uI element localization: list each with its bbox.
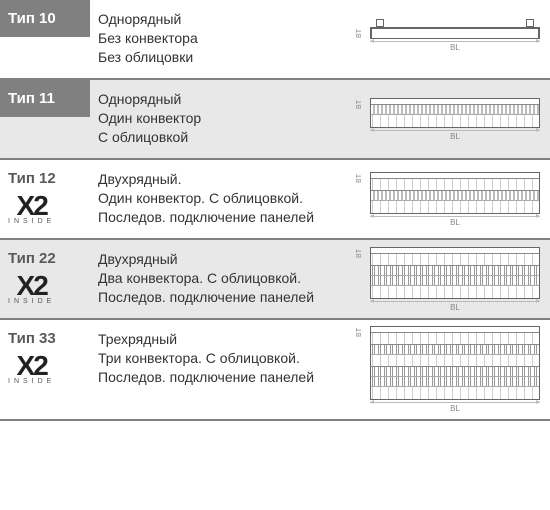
panel-layer [371, 254, 539, 266]
x2-inside-text: INSIDE [8, 378, 55, 385]
desc-line: Двухрядный [98, 250, 352, 269]
desc-line: Без конвектора [98, 29, 352, 48]
panel-layer [371, 355, 539, 367]
desc-line: Двухрядный. [98, 170, 352, 189]
desc-line: Последов. подключение панелей [98, 288, 352, 307]
diagram-cell: BT BL [360, 0, 550, 78]
desc-line: Однорядный [98, 10, 352, 29]
desc-line: Без облицовки [98, 48, 352, 67]
convector-layer [371, 191, 539, 201]
table-row: Тип 11 Однорядный Один конвектор С облиц… [0, 80, 550, 160]
diagram-cell: BT BL [360, 320, 550, 419]
convector-layer [371, 276, 539, 286]
radiator-diagram-type12: BT BL [370, 172, 540, 227]
diagram-cell: BT BL [360, 80, 550, 158]
panel-layer [371, 201, 539, 213]
description-cell: Двухрядный. Один конвектор. С облицовкой… [90, 160, 360, 238]
type-cell: Тип 11 [0, 80, 90, 158]
type-cell: Тип 10 [0, 0, 90, 78]
x2-inside-badge: X2 INSIDE [8, 193, 55, 225]
type-cell: Тип 12 X2 INSIDE [0, 160, 90, 238]
dimension-bl: BL [370, 402, 540, 413]
dimension-bl: BL [370, 130, 540, 141]
desc-line: Один конвектор [98, 109, 352, 128]
desc-line: Три конвектора. С облицовкой. [98, 349, 352, 368]
convector-layer [371, 367, 539, 377]
type-cell: Тип 33 X2 INSIDE [0, 320, 90, 419]
description-cell: Двухрядный Два конвектора. С облицовкой.… [90, 240, 360, 318]
panel-layer [371, 115, 539, 127]
desc-line: С облицовкой [98, 128, 352, 147]
x2-logo-text: X2 [17, 353, 47, 378]
diagram-cell: BT BL [360, 240, 550, 318]
desc-line: Последов. подключение панелей [98, 208, 352, 227]
desc-line: Один конвектор. С облицовкой. [98, 189, 352, 208]
type-label: Тип 10 [0, 0, 90, 37]
convector-layer [371, 266, 539, 276]
description-cell: Однорядный Без конвектора Без облицовки [90, 0, 360, 78]
convector-layer [371, 105, 539, 115]
type-label: Тип 33 [8, 330, 56, 347]
connector-icon [376, 19, 384, 27]
dimension-bl: BL [370, 301, 540, 312]
type-cell: Тип 22 X2 INSIDE [0, 240, 90, 318]
cladding-layer [371, 99, 539, 105]
dimension-bt: BT [356, 174, 363, 183]
x2-inside-badge: X2 INSIDE [8, 353, 55, 385]
radiator-diagram-type33: BT BL [370, 326, 540, 413]
description-cell: Однорядный Один конвектор С облицовкой [90, 80, 360, 158]
table-row: Тип 12 X2 INSIDE Двухрядный. Один конвек… [0, 160, 550, 240]
table-row: Тип 33 X2 INSIDE Трехрядный Три конвекто… [0, 320, 550, 421]
type-label: Тип 11 [0, 80, 90, 117]
description-cell: Трехрядный Три конвектора. С облицовкой.… [90, 320, 360, 419]
radiator-diagram-type11: BT BL [370, 98, 540, 141]
dimension-bl: BL [370, 216, 540, 227]
x2-inside-text: INSIDE [8, 298, 55, 305]
panel-layer [371, 333, 539, 345]
panel-layer [371, 387, 539, 399]
x2-logo-text: X2 [17, 193, 47, 218]
dimension-bl: BL [370, 41, 540, 52]
type-label: Тип 12 [8, 170, 56, 187]
dimension-bt: BT [356, 249, 363, 258]
convector-layer [371, 377, 539, 387]
connector-icon [526, 19, 534, 27]
convector-layer [371, 345, 539, 355]
panel-layer [371, 179, 539, 191]
x2-inside-badge: X2 INSIDE [8, 273, 55, 305]
radiator-diagram-type22: BT BL [370, 247, 540, 312]
dimension-bt: BT [356, 100, 363, 109]
desc-line: Два конвектора. С облицовкой. [98, 269, 352, 288]
type-label: Тип 22 [8, 250, 56, 267]
diagram-cell: BT BL [360, 160, 550, 238]
x2-inside-text: INSIDE [8, 218, 55, 225]
desc-line: Трехрядный [98, 330, 352, 349]
radiator-diagram-type10: BT BL [370, 27, 540, 52]
table-row: Тип 22 X2 INSIDE Двухрядный Два конвекто… [0, 240, 550, 320]
dimension-bt: BT [356, 328, 363, 337]
desc-line: Последов. подключение панелей [98, 368, 352, 387]
panel-layer [371, 28, 539, 38]
x2-logo-text: X2 [17, 273, 47, 298]
table-row: Тип 10 Однорядный Без конвектора Без обл… [0, 0, 550, 80]
dimension-bt: BT [356, 29, 363, 38]
panel-layer [371, 286, 539, 298]
radiator-types-table: Тип 10 Однорядный Без конвектора Без обл… [0, 0, 550, 421]
desc-line: Однорядный [98, 90, 352, 109]
